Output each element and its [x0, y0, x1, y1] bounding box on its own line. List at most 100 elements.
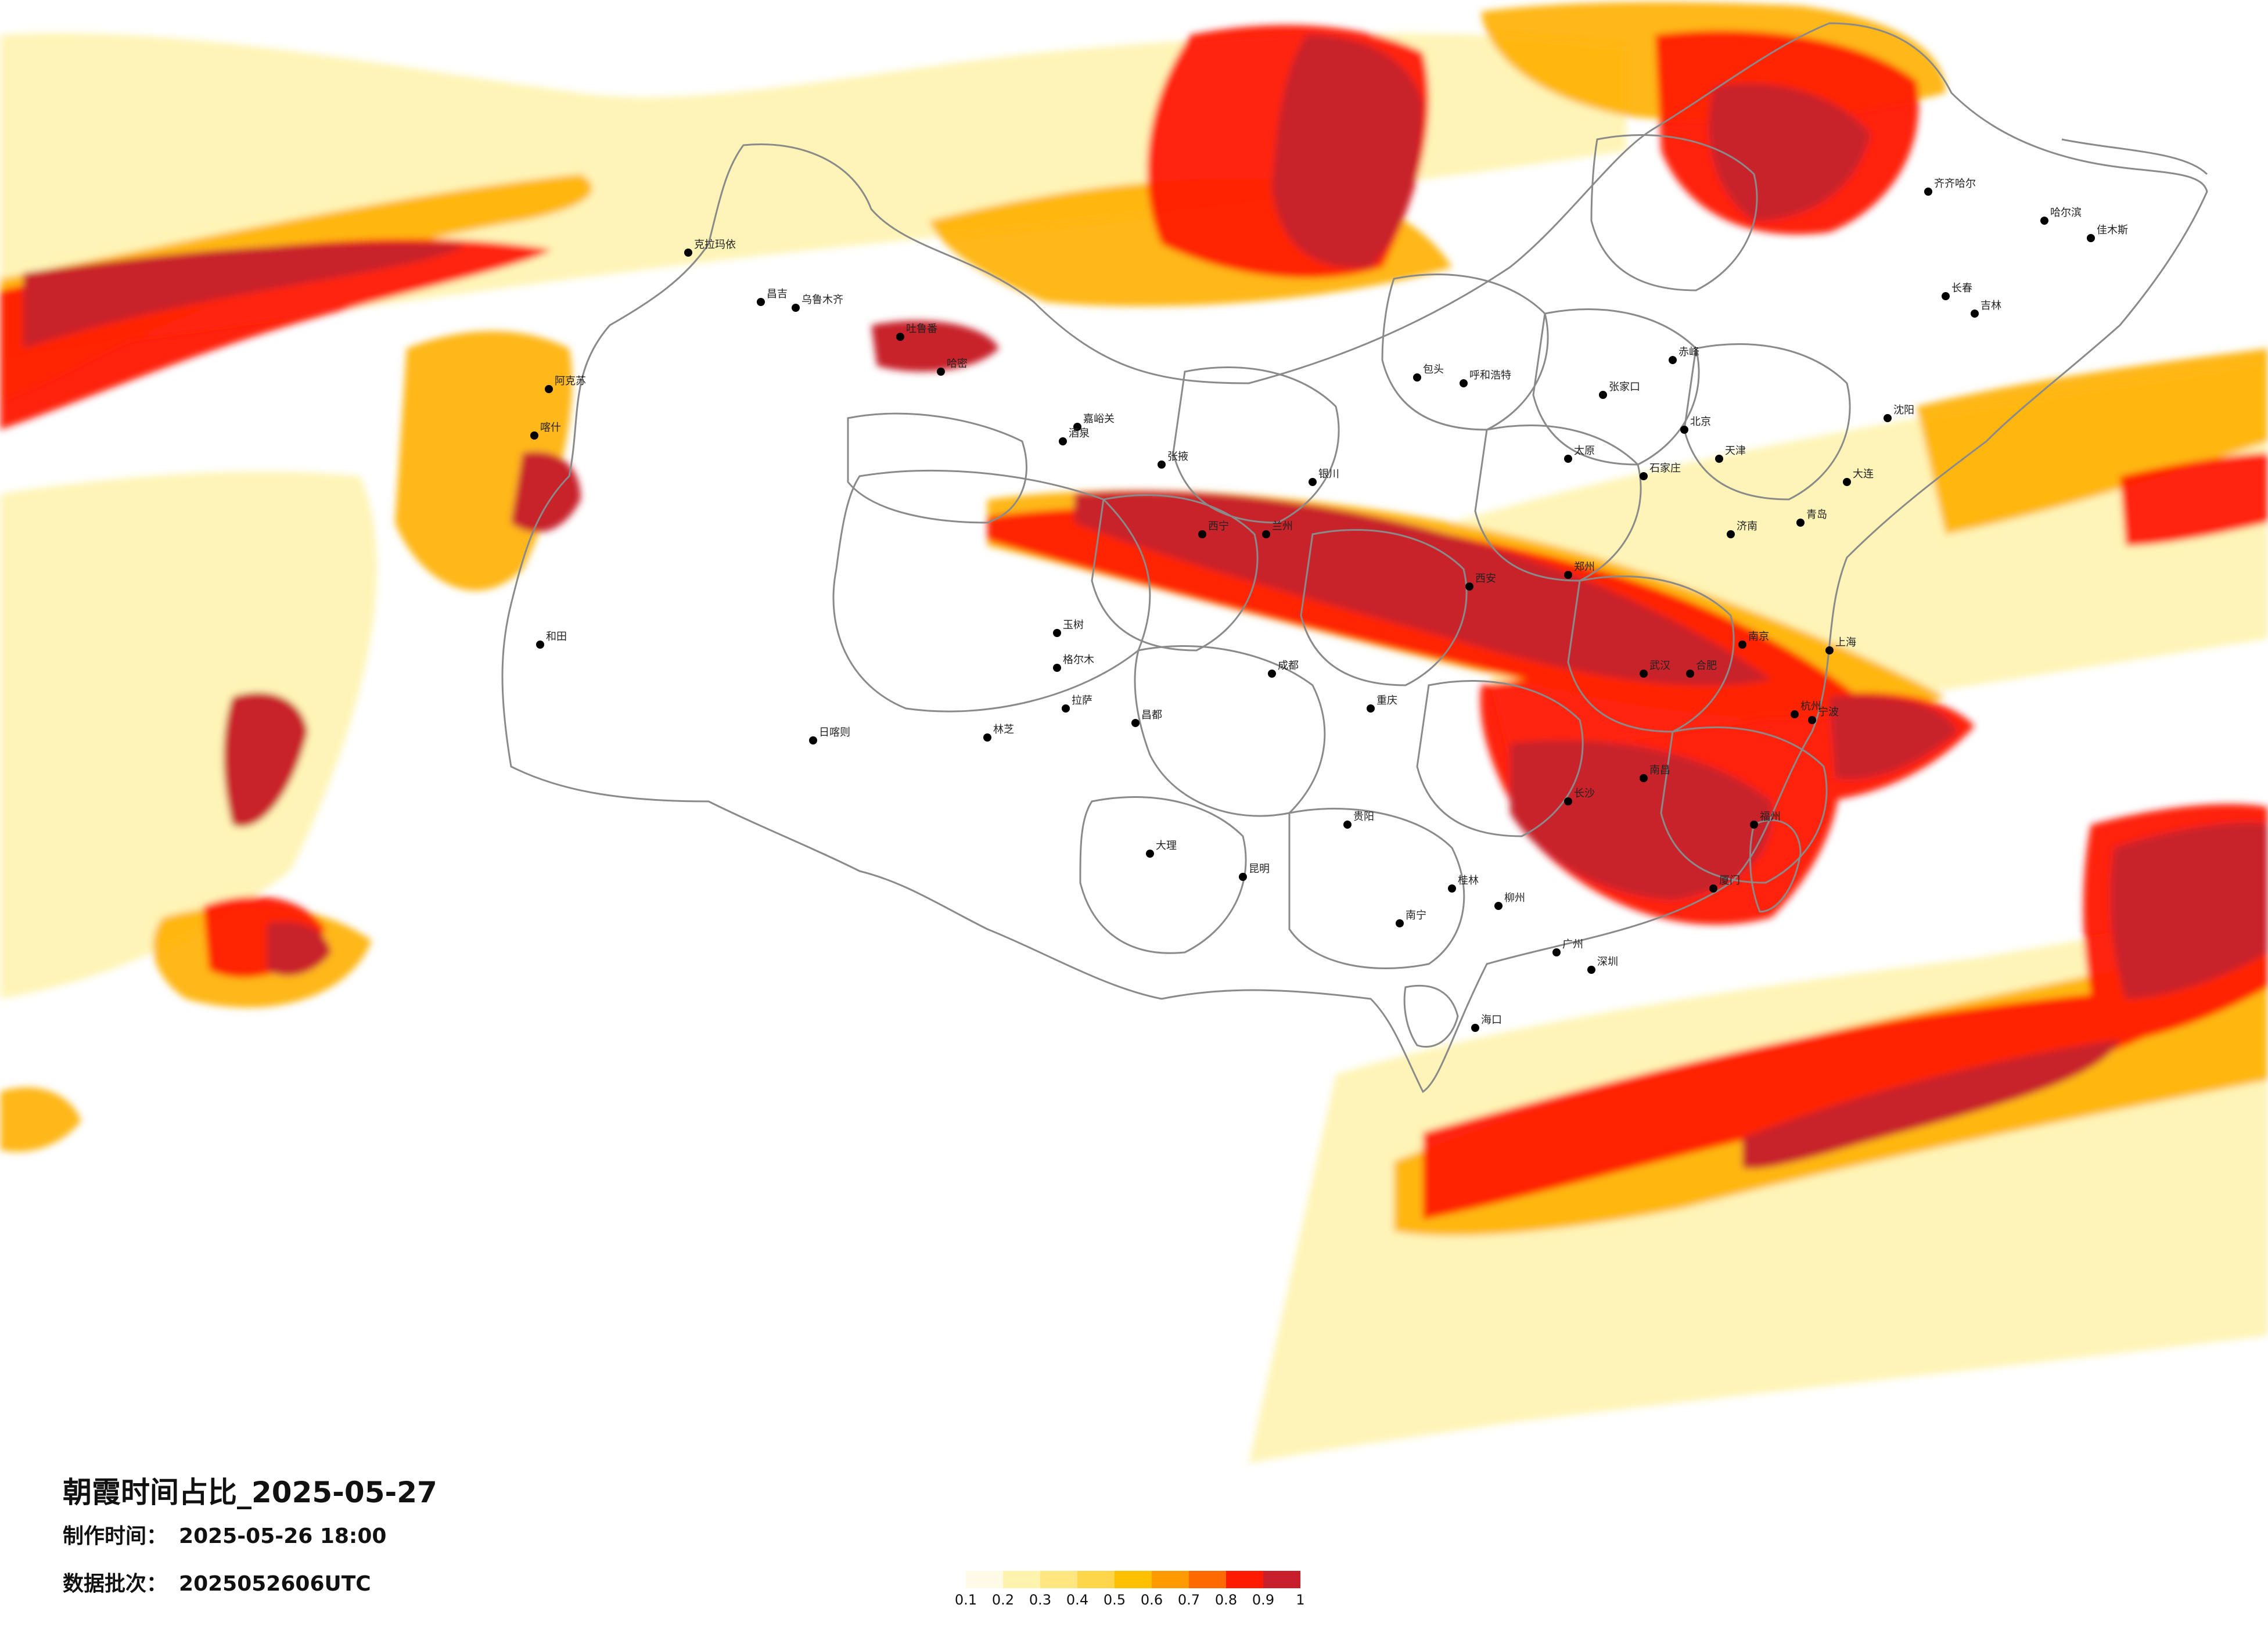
- city-label: 重庆: [1376, 695, 1397, 707]
- city-marker: [1367, 704, 1375, 713]
- city-marker: [1587, 966, 1595, 974]
- map-title: 朝霞时间占比_2025-05-27: [63, 1476, 437, 1509]
- city-marker: [1146, 850, 1154, 858]
- legend-tick-label: 0.3: [1029, 1592, 1052, 1608]
- city-marker: [1460, 379, 1468, 387]
- city-label: 郑州: [1574, 561, 1595, 573]
- city-label: 哈密: [947, 358, 968, 370]
- city-label: 柳州: [1504, 892, 1525, 904]
- city-label: 昌吉: [767, 288, 788, 300]
- city-marker: [1843, 478, 1851, 486]
- heat-field-layer: [0, 2, 2268, 1463]
- city-label: 长春: [1951, 282, 1972, 294]
- city-marker: [1262, 530, 1270, 538]
- city-label: 大理: [1156, 840, 1177, 852]
- production-time-value: 2025-05-26 18:00: [179, 1524, 387, 1548]
- legend-color-bar: [966, 1571, 1338, 1588]
- city-label: 合肥: [1696, 660, 1717, 672]
- city-label: 张家口: [1609, 381, 1640, 393]
- city-label: 佳木斯: [2097, 224, 2128, 236]
- city-marker: [1599, 391, 1607, 399]
- city-marker: [1669, 356, 1677, 364]
- city-marker: [1158, 461, 1166, 469]
- city-marker: [1268, 670, 1276, 678]
- legend-tick-label: 0.1: [954, 1592, 977, 1608]
- city-label: 南昌: [1649, 764, 1670, 776]
- city-label: 北京: [1690, 416, 1711, 428]
- legend-swatch: [1189, 1571, 1226, 1588]
- city-marker: [1073, 423, 1081, 431]
- city-marker: [1750, 821, 1758, 829]
- city-marker: [1715, 455, 1723, 463]
- city-marker: [1396, 919, 1404, 927]
- legend-swatch: [1115, 1571, 1152, 1588]
- city-marker: [684, 249, 692, 257]
- city-label: 玉树: [1063, 619, 1084, 631]
- city-marker: [1680, 426, 1688, 434]
- city-marker: [1343, 821, 1352, 829]
- legend-tick-label: 0.4: [1066, 1592, 1089, 1608]
- boundary-layer: [501, 22, 2208, 1093]
- city-label: 昆明: [1249, 863, 1270, 875]
- city-marker: [1808, 716, 1816, 724]
- legend-swatch: [1040, 1571, 1077, 1588]
- city-label: 林芝: [993, 724, 1014, 736]
- city-label: 沈阳: [1893, 404, 1914, 416]
- legend-tick-label: 0.7: [1177, 1592, 1201, 1608]
- city-label: 赤峰: [1678, 346, 1699, 358]
- city-marker: [1727, 530, 1735, 538]
- city-marker: [1053, 664, 1061, 672]
- city-label: 拉萨: [1072, 695, 1092, 707]
- city-marker: [2087, 234, 2095, 242]
- city-marker: [536, 641, 544, 649]
- legend-ticks: 0.1 0.2 0.3 0.4 0.5 0.6 0.7 0.8 0.9 1: [955, 1588, 1338, 1611]
- city-marker: [896, 333, 904, 341]
- city-marker: [1884, 414, 1892, 422]
- city-label: 青岛: [1806, 509, 1827, 521]
- city-marker: [1738, 641, 1746, 649]
- city-label: 哈尔滨: [2050, 207, 2082, 219]
- city-marker: [983, 733, 991, 742]
- city-label: 贵阳: [1353, 811, 1374, 823]
- city-marker: [1053, 629, 1061, 637]
- city-marker: [937, 368, 945, 376]
- city-label: 张掖: [1167, 451, 1188, 463]
- color-legend: 0.1 0.2 0.3 0.4 0.5 0.6 0.7 0.8 0.9 1: [955, 1571, 1338, 1611]
- city-label: 石家庄: [1649, 462, 1681, 474]
- city-label: 嘉峪关: [1083, 413, 1115, 425]
- production-time-label: 制作时间：: [63, 1524, 168, 1548]
- city-label: 成都: [1278, 660, 1299, 672]
- city-label: 大连: [1853, 468, 1874, 480]
- city-marker: [1494, 902, 1503, 910]
- city-marker: [809, 736, 817, 744]
- city-marker: [1564, 571, 1572, 579]
- city-marker: [2040, 217, 2048, 225]
- city-marker: [1796, 519, 1805, 527]
- city-label: 日喀则: [819, 726, 850, 739]
- city-label: 齐齐哈尔: [1934, 178, 1976, 190]
- legend-tick-label: 0.6: [1140, 1592, 1163, 1608]
- title-block: 朝霞时间占比_2025-05-27 制作时间： 2025-05-26 18:00 …: [63, 1472, 437, 1608]
- city-marker: [1552, 948, 1561, 956]
- data-batch-value: 2025052606UTC: [179, 1572, 371, 1596]
- city-label: 克拉玛依: [694, 239, 736, 251]
- legend-swatch: [1226, 1571, 1263, 1588]
- city-marker: [1686, 670, 1694, 678]
- city-label: 上海: [1835, 636, 1856, 649]
- city-marker: [757, 298, 765, 306]
- city-marker: [1198, 530, 1206, 538]
- city-label: 酒泉: [1069, 427, 1090, 440]
- city-label: 西安: [1475, 573, 1496, 585]
- data-batch-row: 数据批次： 2025052606UTC: [63, 1560, 437, 1608]
- city-marker: [1465, 582, 1473, 591]
- legend-tick-label: 0.9: [1252, 1592, 1275, 1608]
- city-label: 武汉: [1649, 660, 1670, 672]
- legend-swatch: [1003, 1571, 1040, 1588]
- city-label: 和田: [546, 631, 567, 643]
- city-label: 呼和浩特: [1469, 369, 1511, 382]
- legend-tick-label: 1: [1296, 1592, 1305, 1608]
- legend-tick-label: 0.5: [1103, 1592, 1126, 1608]
- city-marker: [1309, 478, 1317, 486]
